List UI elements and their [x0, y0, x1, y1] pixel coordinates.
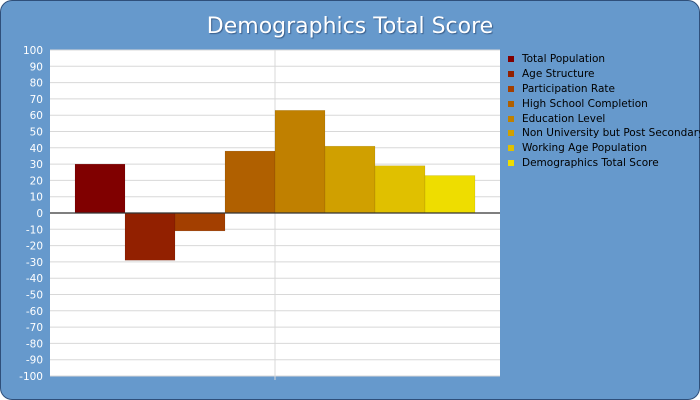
y-axis-tick-labels: 1009080706050403020100-10-20-30-40-50-60… — [19, 45, 43, 383]
legend-swatch — [508, 71, 514, 78]
legend-swatch — [508, 56, 514, 63]
y-tick-label: 0 — [36, 208, 43, 220]
legend-label: Working Age Population — [522, 142, 647, 155]
legend-swatch — [508, 100, 514, 107]
bar-education-level — [274, 110, 326, 214]
legend-item: High School Completion — [508, 96, 698, 111]
legend-item: Age Structure — [508, 67, 698, 82]
legend-item: Non University but Post Secondary — [508, 126, 700, 141]
bar-demographics-total-score — [424, 175, 476, 214]
chart-title: Demographics Total Score — [206, 14, 494, 39]
y-tick-label: 50 — [30, 127, 43, 139]
y-tick-label: 10 — [30, 192, 43, 204]
legend-swatch — [508, 159, 514, 166]
y-tick-label: -90 — [26, 355, 43, 367]
legend-label: High School Completion — [522, 97, 648, 110]
y-tick-label: 100 — [23, 45, 43, 57]
legend-item: Education Level — [508, 111, 698, 126]
legend-label: Total Population — [522, 53, 606, 66]
legend-swatch — [508, 85, 514, 92]
bar-total-population — [74, 163, 126, 214]
y-tick-label: 80 — [30, 78, 43, 90]
bar-age-structure — [124, 212, 176, 261]
legend-item: Demographics Total Score — [508, 156, 698, 171]
legend-swatch — [508, 115, 514, 122]
bar-participation-rate — [174, 212, 226, 232]
bar-high-school-completion — [224, 150, 276, 214]
y-tick-label: 60 — [30, 110, 43, 122]
y-tick-label: 40 — [30, 143, 43, 155]
y-tick-label: 20 — [30, 175, 43, 187]
legend-item: Total Population — [508, 52, 698, 67]
legend: Total Population Age Structure Participati… — [508, 52, 700, 171]
y-tick-label: -50 — [26, 290, 43, 302]
bar-working-age-population — [374, 165, 426, 214]
bars — [74, 110, 476, 261]
y-tick-label: -60 — [26, 306, 43, 318]
legend-label: Education Level — [522, 112, 606, 125]
y-tick-label: -80 — [26, 338, 43, 350]
y-tick-label: -70 — [26, 322, 43, 334]
legend-label: Demographics Total Score — [522, 156, 659, 169]
y-tick-label: -100 — [19, 371, 43, 383]
y-tick-label: -40 — [26, 273, 43, 285]
legend-swatch — [508, 130, 514, 137]
bar-non-university-but-post-secondary — [324, 145, 376, 214]
y-tick-label: -30 — [26, 257, 43, 269]
legend-label: Participation Rate — [522, 82, 615, 95]
legend-label: Age Structure — [522, 68, 595, 81]
legend-item: Participation Rate — [508, 82, 698, 97]
y-tick-label: -10 — [26, 224, 43, 236]
legend-label: Non University but Post Secondary — [522, 127, 700, 140]
y-tick-label: 70 — [30, 94, 43, 106]
y-tick-label: -20 — [26, 241, 43, 253]
y-tick-label: 90 — [30, 61, 43, 73]
legend-item: Working Age Population — [508, 141, 698, 156]
legend-swatch — [508, 145, 514, 152]
y-tick-label: 30 — [30, 159, 43, 171]
